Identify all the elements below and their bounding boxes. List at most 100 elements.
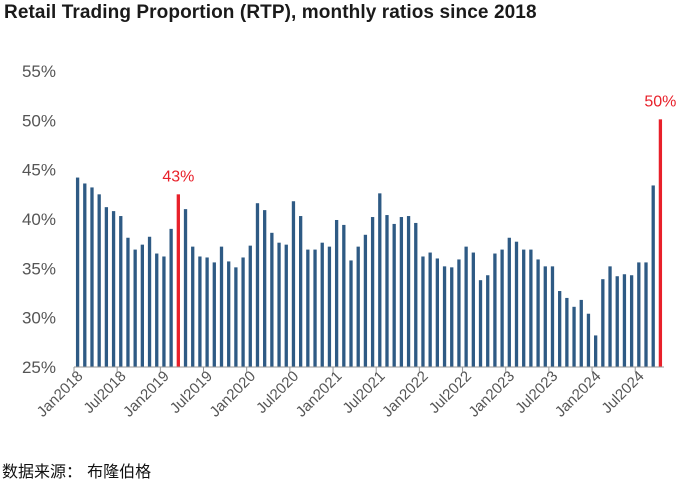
bar xyxy=(306,249,310,367)
bar xyxy=(421,256,425,367)
bar xyxy=(464,246,468,367)
bar xyxy=(169,228,173,367)
bar xyxy=(334,219,339,367)
bar xyxy=(486,275,490,367)
bar xyxy=(579,299,583,367)
bar xyxy=(629,275,634,367)
bar xyxy=(349,260,353,367)
bar xyxy=(248,245,252,367)
bar xyxy=(536,259,540,367)
x-tick-label: Jul2024 xyxy=(598,368,647,417)
bar xyxy=(363,234,368,367)
bar xyxy=(414,222,418,367)
bar xyxy=(594,335,598,367)
bar xyxy=(219,246,224,367)
bar xyxy=(442,266,447,367)
annotations: 43% 50% xyxy=(162,93,676,185)
bar xyxy=(191,246,195,367)
bar xyxy=(493,253,497,367)
y-tick-label: 45% xyxy=(22,161,56,180)
bar xyxy=(313,249,317,367)
bar xyxy=(140,244,144,367)
bar xyxy=(205,257,209,367)
y-tick-label: 30% xyxy=(22,309,56,328)
bar xyxy=(198,256,202,367)
bar xyxy=(586,313,591,367)
bar xyxy=(565,297,569,367)
bar xyxy=(385,215,389,367)
x-tick-label: Jan2023 xyxy=(465,368,518,421)
bar xyxy=(155,253,159,367)
y-tick-label: 50% xyxy=(22,111,56,130)
bar xyxy=(162,256,166,367)
bar xyxy=(270,232,274,367)
bar xyxy=(126,237,130,367)
y-axis-ticks: 25% 30% 35% 40% 45% 50% 55% xyxy=(22,62,56,377)
bar xyxy=(83,183,87,367)
bar xyxy=(615,276,619,367)
x-axis: Jan2018Jul2018Jan2019Jul2019Jan2020Jul20… xyxy=(34,366,664,421)
bar xyxy=(644,262,648,367)
bar xyxy=(514,241,519,367)
bar xyxy=(183,209,188,367)
bar xyxy=(327,246,332,367)
bar xyxy=(435,258,439,367)
bar xyxy=(399,217,404,367)
bar xyxy=(457,259,461,367)
chart-title: Retail Trading Proportion (RTP), monthly… xyxy=(4,2,537,23)
bar xyxy=(234,267,238,367)
bar xyxy=(104,207,109,367)
bar xyxy=(212,262,216,367)
bar xyxy=(284,244,288,367)
bar xyxy=(471,252,475,367)
bar xyxy=(450,267,454,367)
y-tick-label: 35% xyxy=(22,259,56,278)
bar xyxy=(291,201,296,367)
bars xyxy=(75,119,663,367)
bar xyxy=(550,266,555,367)
bar xyxy=(392,223,396,367)
bar xyxy=(147,236,152,367)
y-tick-label: 55% xyxy=(22,62,56,81)
bar xyxy=(406,216,411,367)
x-tick-label: Jan2024 xyxy=(552,368,605,421)
x-tick-label: Jan2020 xyxy=(206,368,259,421)
bar xyxy=(543,266,547,367)
bar xyxy=(529,249,533,367)
bar xyxy=(227,261,231,367)
bar xyxy=(601,279,605,367)
bar xyxy=(111,211,116,367)
y-tick-label: 40% xyxy=(22,210,56,229)
bar xyxy=(478,280,483,367)
bar xyxy=(558,291,562,367)
bar xyxy=(133,249,137,367)
bar xyxy=(378,193,382,367)
bar xyxy=(75,177,80,367)
bar xyxy=(320,242,324,367)
bar xyxy=(299,216,303,367)
bar xyxy=(522,249,526,367)
bar xyxy=(241,257,245,367)
bar xyxy=(263,210,267,367)
bar xyxy=(622,274,627,367)
bar xyxy=(651,185,655,367)
bar xyxy=(637,262,641,367)
x-tick-label: Jan2019 xyxy=(120,368,173,421)
highlight-bar xyxy=(658,119,663,367)
bar xyxy=(255,203,260,367)
bar xyxy=(370,217,375,367)
highlight-bar xyxy=(176,194,180,367)
highlight-label: 50% xyxy=(644,93,676,110)
bar xyxy=(356,246,360,367)
y-tick-label: 25% xyxy=(22,358,56,377)
x-tick-label: Jan2021 xyxy=(293,368,346,421)
highlight-label: 43% xyxy=(162,168,194,185)
bar xyxy=(119,216,123,367)
bar xyxy=(572,306,576,367)
bar xyxy=(342,224,346,367)
bar xyxy=(428,252,432,367)
bar xyxy=(97,194,101,367)
x-tick-label: Jan2022 xyxy=(379,368,432,421)
bar xyxy=(500,249,504,367)
